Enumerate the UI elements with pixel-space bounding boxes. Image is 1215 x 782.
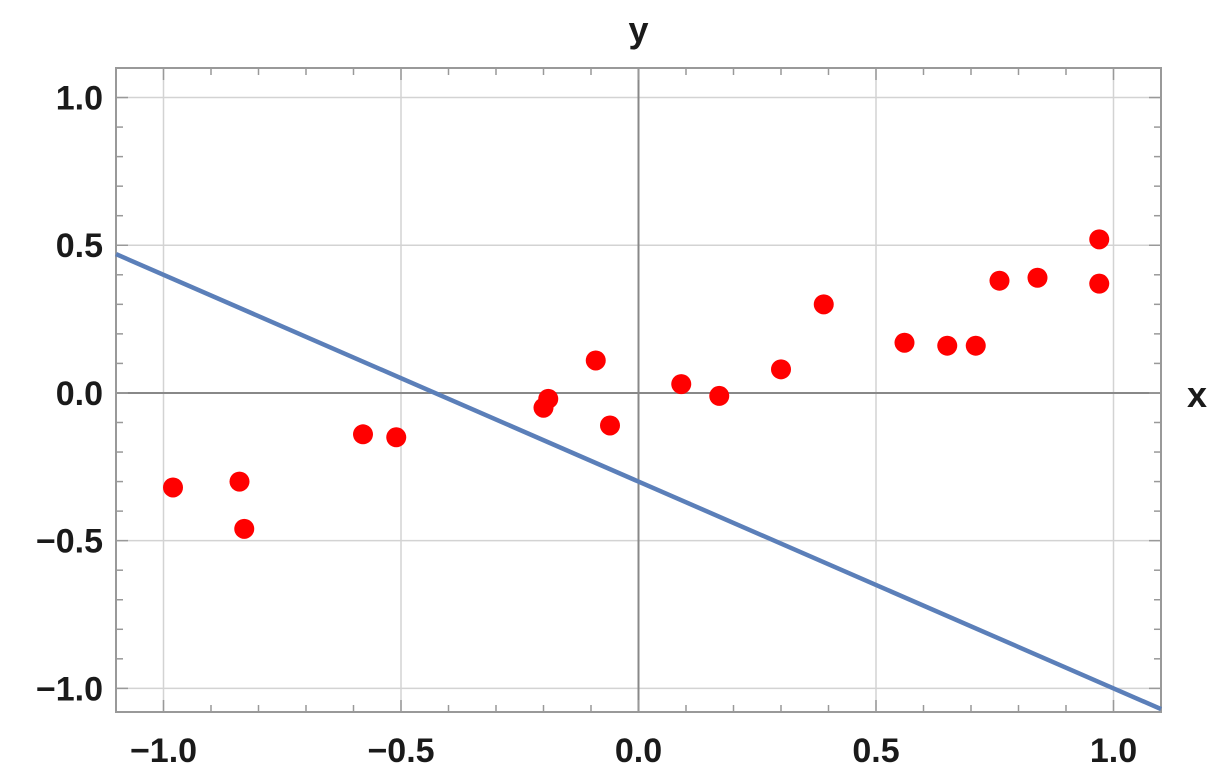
y-tick-label: −0.5: [36, 523, 103, 561]
data-point: [1027, 267, 1048, 288]
data-point: [353, 424, 373, 445]
y-tick-label: 1.0: [56, 80, 103, 118]
y-tick-label: 0.5: [56, 227, 103, 265]
x-tick-labels: −1.0 −0.5 0.0 0.5 1.0: [130, 732, 1137, 770]
x-tick-label: 1.0: [1090, 732, 1137, 770]
data-point: [1089, 229, 1110, 250]
data-point: [229, 471, 250, 492]
data-point: [671, 374, 692, 395]
data-point: [813, 294, 834, 315]
y-tick-labels: −1.0 −0.5 0.0 0.5 1.0: [36, 80, 103, 709]
data-point: [234, 518, 255, 539]
data-point: [894, 332, 915, 353]
tick-marks: [115, 67, 1162, 712]
zero-axes: [116, 68, 1161, 712]
data-point: [163, 477, 183, 498]
x-tick-label: −0.5: [367, 732, 434, 770]
y-tick-label: 0.0: [56, 375, 103, 413]
x-tick-label: 0.5: [852, 732, 899, 770]
fit-line: [115, 252, 1162, 712]
x-tick-label: −1.0: [130, 732, 197, 770]
y-axis-label: y: [628, 9, 648, 50]
data-point: [600, 415, 620, 436]
data-point: [937, 335, 958, 356]
x-tick-label: 0.0: [615, 732, 662, 770]
data-point: [538, 388, 559, 409]
data-point: [709, 385, 730, 406]
fit-line-layer: [115, 252, 1162, 712]
x-axis-label: x: [1187, 374, 1207, 415]
data-point: [1089, 273, 1110, 294]
y-tick-label: −1.0: [36, 670, 103, 708]
data-point: [989, 270, 1010, 291]
data-point: [771, 359, 791, 380]
data-points: [163, 229, 1110, 539]
data-point: [965, 335, 986, 356]
data-point: [386, 427, 407, 448]
data-point: [585, 350, 606, 371]
